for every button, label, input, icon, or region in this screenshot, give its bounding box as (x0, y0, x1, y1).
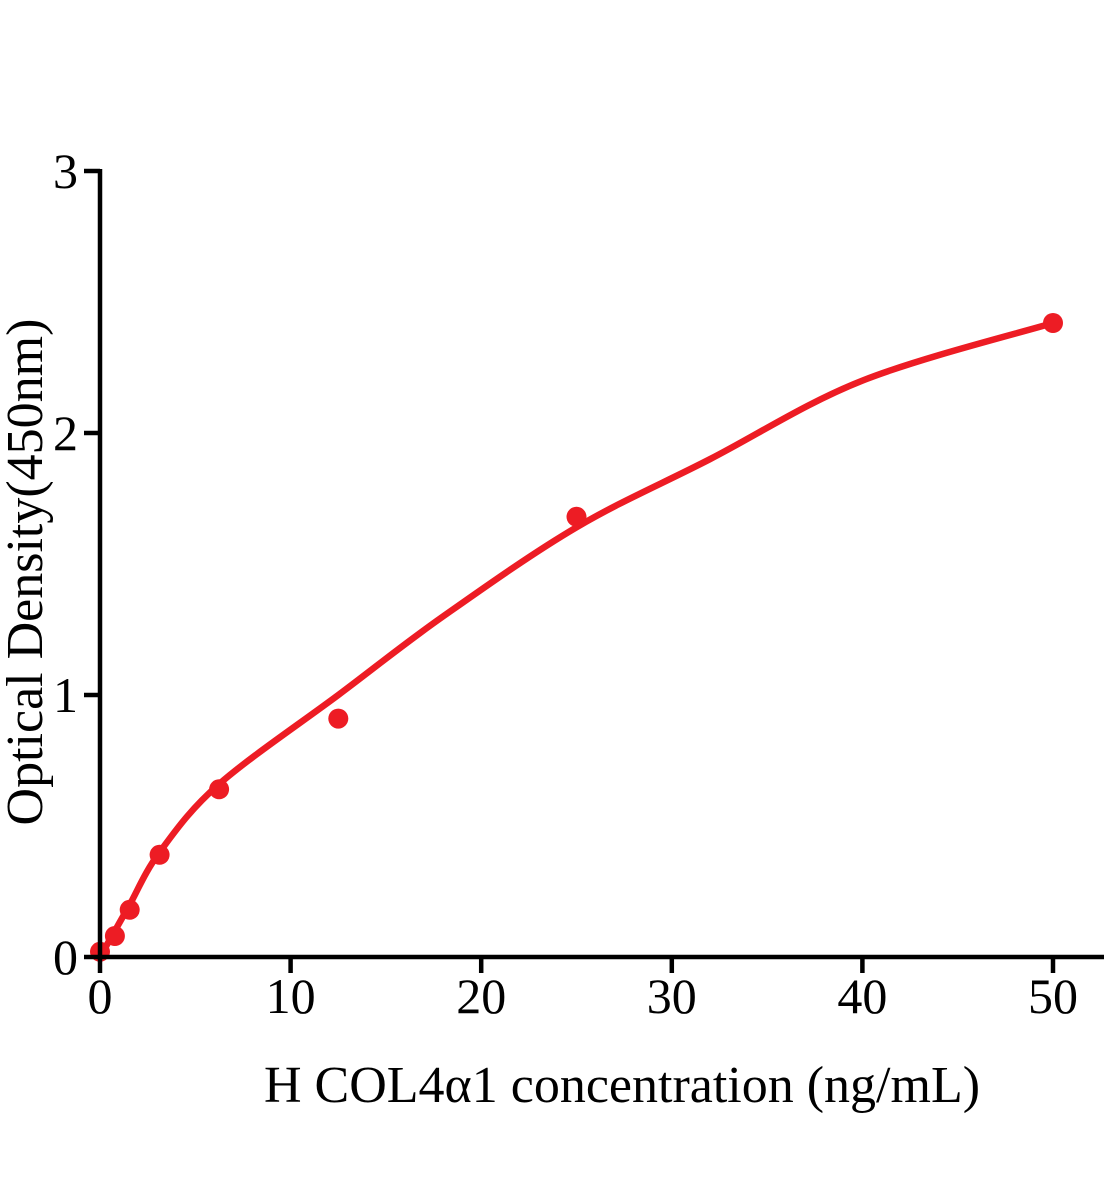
axes-layer (97, 169, 1104, 960)
data-point (1043, 313, 1063, 333)
data-points-layer (90, 313, 1063, 962)
y-tick-label: 0 (53, 929, 78, 985)
tick-marks-layer (84, 168, 1056, 973)
data-point (209, 779, 230, 800)
data-point (104, 926, 125, 946)
y-tick-label: 1 (53, 667, 78, 723)
data-point (566, 506, 587, 527)
x-tick-label: 20 (456, 968, 506, 1024)
data-point (119, 899, 140, 920)
fit-curve (96, 319, 1057, 961)
x-tick-label: 0 (88, 968, 113, 1024)
x-tick-label: 50 (1028, 968, 1078, 1024)
x-tick-label: 40 (837, 968, 887, 1024)
y-axis-title: Optical Density(450nm) (0, 319, 54, 826)
y-tick-label: 2 (53, 405, 78, 461)
x-tick-label: 10 (266, 968, 316, 1024)
fit-curve-layer (96, 319, 1057, 961)
x-axis-title: H COL4α1 concentration (ng/mL) (264, 1057, 980, 1114)
y-tick-label: 3 (53, 143, 78, 199)
data-point (149, 844, 170, 865)
x-tick-label: 30 (647, 968, 697, 1024)
data-point (328, 708, 349, 729)
